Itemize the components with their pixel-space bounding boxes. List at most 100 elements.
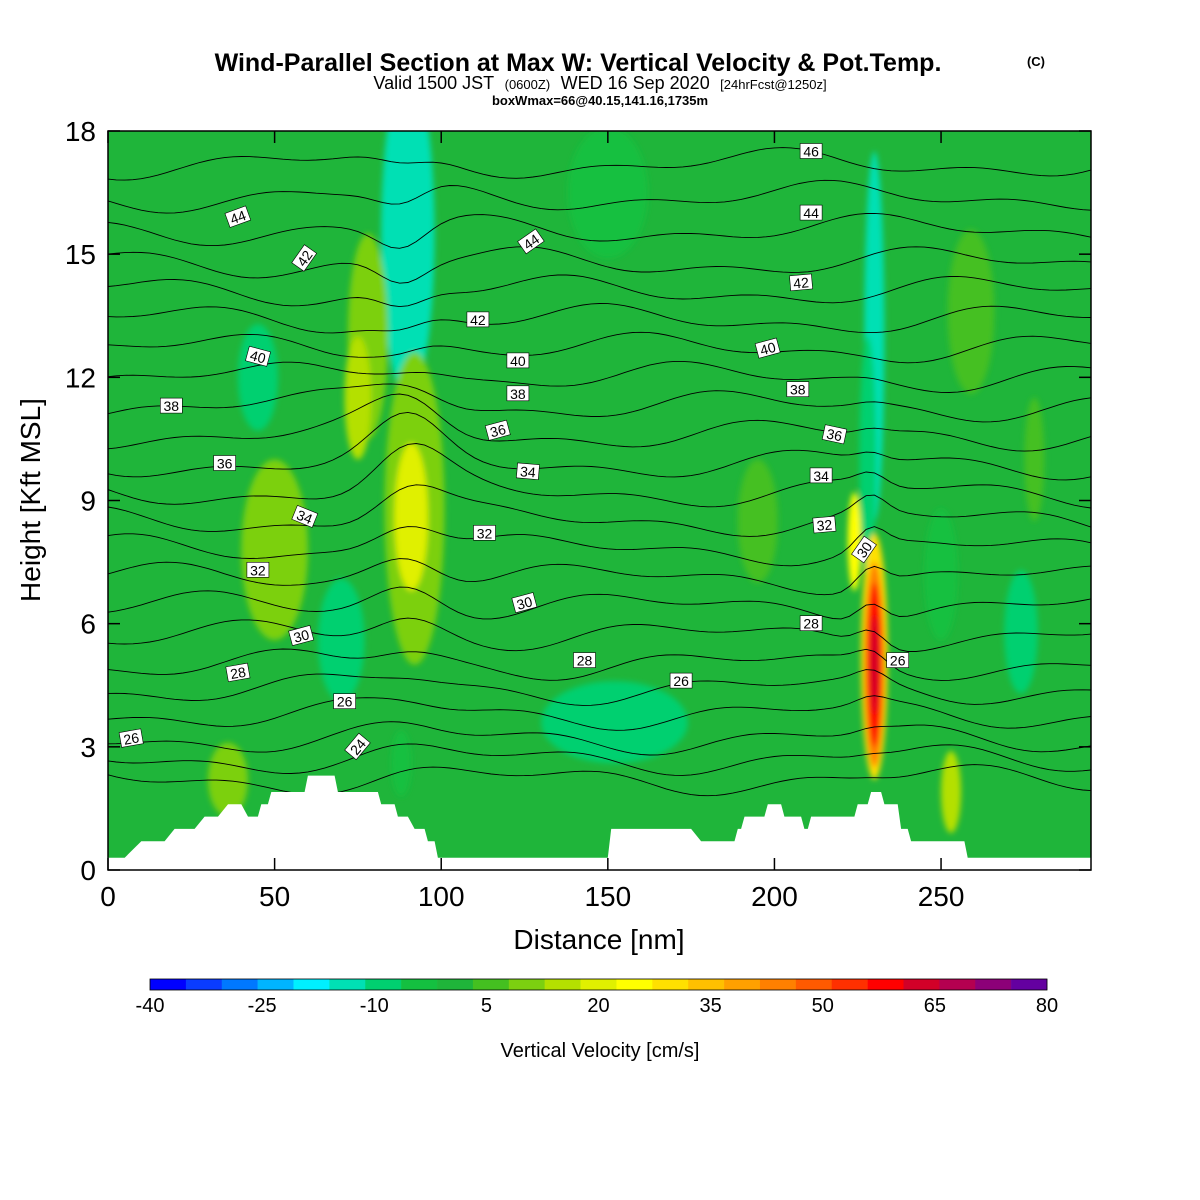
contour-label: 38 xyxy=(506,385,530,402)
isentrope-31 xyxy=(108,586,1091,620)
contour-label-text: 40 xyxy=(758,339,777,359)
contour-label: 32 xyxy=(473,524,496,541)
contour-label: 30 xyxy=(511,592,538,614)
colorbar-swatch xyxy=(759,979,797,990)
colorbar-swatch xyxy=(257,979,294,990)
isentrope-33 xyxy=(108,526,1091,567)
contour-label: 44 xyxy=(224,205,252,228)
colorbar-swatch xyxy=(652,979,689,990)
velocity-blob-4 xyxy=(317,578,365,702)
x-tick-label: 250 xyxy=(918,881,965,912)
velocity-shading xyxy=(207,131,1045,834)
x-axis: 0 50 100 150 200 250 xyxy=(100,131,964,912)
contour-label: 32 xyxy=(812,515,837,534)
isentrope-lines xyxy=(108,147,1091,797)
contour-label: 44 xyxy=(799,204,823,221)
terrain xyxy=(108,775,1091,870)
contour-label-text: 28 xyxy=(229,664,247,682)
contour-label: 40 xyxy=(245,345,271,367)
contour-label: 42 xyxy=(466,311,490,328)
contour-label: 28 xyxy=(799,615,823,632)
isentrope-25 xyxy=(108,743,1091,776)
chart-title-suffix: (C) xyxy=(1027,54,1045,69)
y-tick-label: 9 xyxy=(80,486,96,517)
colorbar-swatch xyxy=(508,979,545,990)
velocity-blob-22 xyxy=(1024,397,1045,522)
y-tick-label: 15 xyxy=(65,239,96,270)
contour-label-text: 26 xyxy=(673,673,689,689)
contour-label: 32 xyxy=(246,561,270,578)
contour-label: 26 xyxy=(333,693,356,710)
colorbar-label: Vertical Velocity [cm/s] xyxy=(501,1040,700,1062)
x-tick-label: 200 xyxy=(751,881,798,912)
plot-area: 44 42 44 46 44 42 42 40 40 40 38 38 38 36 36 36 34 34 34 32… xyxy=(108,131,1091,870)
colorbar-swatch xyxy=(329,979,366,990)
colorbar-swatch xyxy=(221,979,258,990)
isentrope-26 xyxy=(108,721,1091,756)
contour-label: 34 xyxy=(809,467,833,484)
colorbar-swatch xyxy=(472,979,510,990)
valid-zulu: (0600Z) xyxy=(505,77,551,92)
contour-label-text: 32 xyxy=(250,562,266,578)
colorbar-tick-label: 50 xyxy=(812,995,834,1017)
valid-time-line: Valid 1500 JST (0600Z) WED 16 Sep 2020 [… xyxy=(373,73,826,93)
velocity-blob-23 xyxy=(941,750,962,834)
colorbar-swatch xyxy=(831,979,868,990)
isentrope-41 xyxy=(108,303,1091,334)
isentrope-32 xyxy=(108,558,1091,596)
contour-label: 24 xyxy=(344,732,371,761)
contour-label: 26 xyxy=(669,672,693,689)
contour-label: 26 xyxy=(886,652,910,669)
velocity-blob-11 xyxy=(924,508,958,641)
contour-label-text: 38 xyxy=(790,382,806,398)
colorbar-swatch xyxy=(437,979,474,990)
contour-label-text: 36 xyxy=(217,456,233,472)
x-axis-label: Distance [nm] xyxy=(513,924,684,955)
contour-label-text: 30 xyxy=(292,626,311,646)
contour-label-text: 26 xyxy=(122,729,140,747)
contour-label-text: 38 xyxy=(510,386,526,402)
contour-labels: 44 42 44 46 44 42 42 40 40 40 38 38 38 36 36 36 34 34 34 32… xyxy=(118,143,910,761)
contour-label-text: 40 xyxy=(510,353,526,369)
valid-forecast: [24hrFcst@1250z] xyxy=(720,77,826,92)
colorbar-tick-label: -10 xyxy=(360,995,389,1017)
contour-label: 40 xyxy=(506,352,530,369)
isentrope-46 xyxy=(108,147,1091,181)
colorbar-swatch xyxy=(795,979,833,990)
isentrope-45 xyxy=(108,179,1091,214)
colorbar-ticks: -40 -25 -10 5 20 35 50 65 80 xyxy=(136,995,1059,1017)
contour-label-text: 32 xyxy=(477,525,493,541)
colorbar-tick-label: 5 xyxy=(481,995,492,1017)
isentrope-29 xyxy=(108,648,1091,681)
contour-label-text: 28 xyxy=(803,616,819,632)
velocity-blob-9 xyxy=(541,681,688,764)
colorbar-tick-label: -25 xyxy=(248,995,277,1017)
colorbar-swatch xyxy=(939,979,976,990)
colorbar-swatch xyxy=(867,979,904,990)
colorbar-swatch xyxy=(580,979,617,990)
colorbar-swatch xyxy=(544,979,581,990)
colorbar-tick-label: 65 xyxy=(924,995,946,1017)
contour-label-text: 46 xyxy=(803,144,819,160)
colorbar-swatch xyxy=(401,979,438,990)
velocity-blob-15 xyxy=(344,336,372,460)
colorbar-swatch xyxy=(293,979,330,990)
isentrope-30 xyxy=(108,617,1091,652)
y-tick-label: 18 xyxy=(65,116,96,147)
y-tick-label: 3 xyxy=(80,732,96,763)
colorbar-frame xyxy=(149,978,1048,991)
x-tick-label: 50 xyxy=(259,881,290,912)
isentrope-42 xyxy=(108,274,1091,308)
contour-label-text: 26 xyxy=(890,653,906,669)
contour-label: 34 xyxy=(516,462,540,480)
x-tick-label: 0 xyxy=(100,881,116,912)
contour-label: 42 xyxy=(291,244,318,272)
colorbar-swatch xyxy=(975,979,1012,990)
chart-title: Wind-Parallel Section at Max W: Vertical… xyxy=(215,49,942,77)
velocity-blob-18 xyxy=(241,459,308,641)
isentrope-43 xyxy=(108,246,1091,284)
contour-label-text: 26 xyxy=(337,694,353,710)
contour-label-text: 34 xyxy=(519,463,536,480)
